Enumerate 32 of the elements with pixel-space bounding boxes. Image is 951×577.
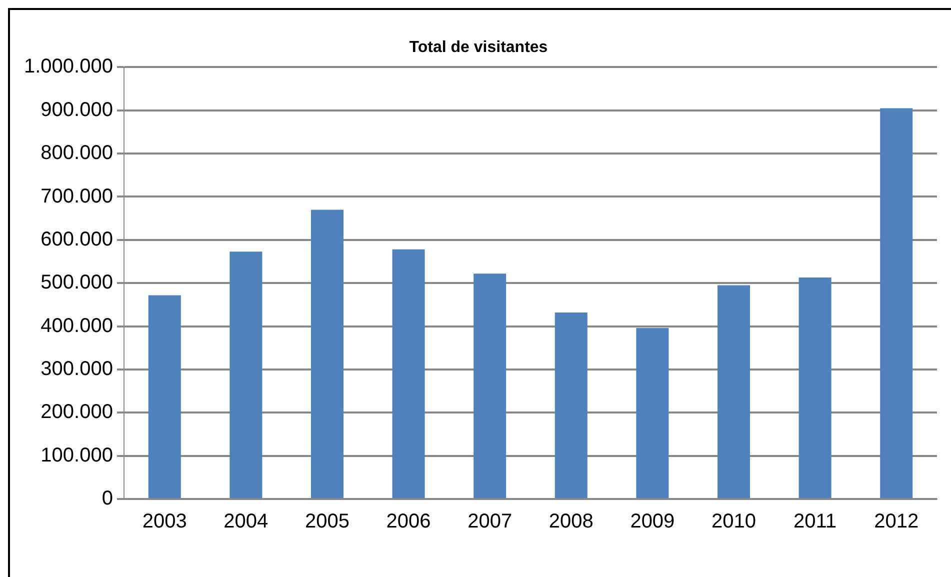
- bar: [636, 328, 669, 498]
- y-tick-label: 700.000: [40, 185, 113, 208]
- bar: [310, 210, 344, 498]
- y-tick-label: 0: [102, 488, 113, 510]
- bar: [474, 274, 506, 498]
- x-tick-label: 2008: [548, 510, 594, 533]
- bar: [717, 285, 750, 498]
- y-tick-label: 600.000: [40, 228, 113, 250]
- y-tick-label: 1.000.000: [24, 56, 113, 78]
- x-tick-label: 2006: [386, 510, 431, 533]
- chart-title: Total de visitantes: [409, 39, 548, 56]
- y-tick-label: 100.000: [40, 444, 113, 466]
- x-tick-label: 2011: [794, 510, 837, 533]
- y-tick-label: 300.000: [40, 358, 113, 380]
- bar: [230, 252, 262, 498]
- x-tick-label: 2012: [874, 510, 919, 533]
- bar: [148, 295, 181, 498]
- y-tick-label: 900.000: [40, 98, 113, 121]
- y-tick-label: 400.000: [40, 314, 113, 337]
- x-tick-label: 2010: [711, 510, 756, 533]
- x-tick-label: 2003: [142, 510, 187, 533]
- y-tick-label: 500.000: [40, 272, 113, 294]
- x-tick-label: 2009: [630, 510, 675, 533]
- bar: [880, 108, 913, 498]
- bar: [392, 249, 425, 498]
- x-tick-label: 2005: [304, 510, 350, 533]
- x-tick-label: 2007: [468, 510, 512, 533]
- bar: [798, 277, 832, 498]
- y-tick-label: 800.000: [40, 142, 113, 164]
- bar: [554, 312, 588, 498]
- x-tick-label: 2004: [224, 510, 268, 533]
- y-tick-label: 200.000: [40, 401, 113, 424]
